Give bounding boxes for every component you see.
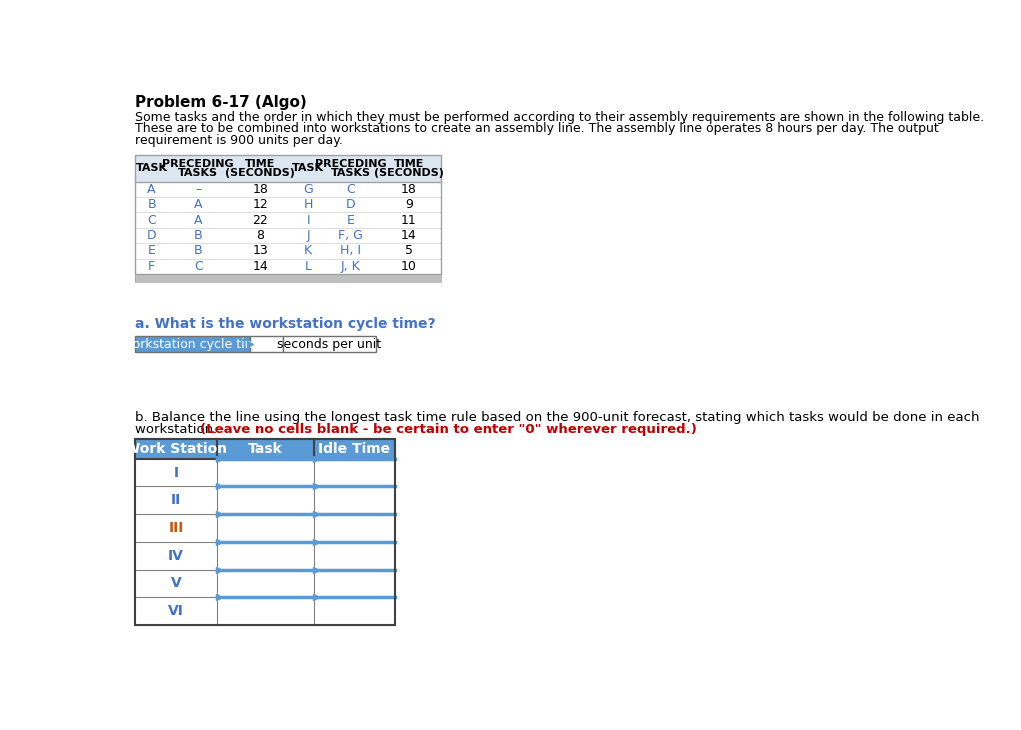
Text: D: D — [147, 229, 156, 242]
Text: K: K — [304, 245, 312, 258]
Text: (Leave no cells blank - be certain to enter "0" wherever required.): (Leave no cells blank - be certain to en… — [200, 423, 696, 437]
Text: Workstation cycle time: Workstation cycle time — [120, 337, 264, 350]
Text: Problem 6-17 (Algo): Problem 6-17 (Algo) — [136, 96, 307, 110]
Text: 5: 5 — [405, 245, 412, 258]
Text: I: I — [306, 214, 310, 226]
Text: B: B — [147, 198, 156, 211]
Text: J, K: J, K — [341, 260, 360, 273]
Text: requirement is 900 units per day.: requirement is 900 units per day. — [136, 134, 343, 147]
Bar — [136, 182, 441, 197]
Text: 18: 18 — [252, 182, 269, 196]
Bar — [136, 197, 441, 212]
Text: 9: 9 — [405, 198, 412, 211]
Bar — [136, 569, 395, 597]
Text: (SECONDS): (SECONDS) — [226, 168, 295, 178]
Bar — [136, 274, 441, 282]
Text: A: A — [194, 214, 202, 226]
Text: 13: 13 — [252, 245, 269, 258]
Text: 10: 10 — [401, 260, 417, 273]
Text: A: A — [147, 182, 156, 196]
Text: VI: VI — [168, 604, 184, 618]
Bar — [250, 336, 283, 353]
Bar — [136, 336, 250, 353]
Bar — [136, 274, 441, 282]
Bar — [136, 228, 441, 243]
Text: –: – — [195, 182, 201, 196]
Text: 8: 8 — [256, 229, 264, 242]
Text: J: J — [306, 229, 310, 242]
Text: II: II — [171, 493, 181, 507]
Text: IV: IV — [168, 549, 184, 563]
Text: C: C — [346, 182, 355, 196]
Bar — [136, 486, 395, 514]
Text: 22: 22 — [252, 214, 269, 226]
Text: V: V — [171, 577, 182, 591]
Bar — [136, 542, 395, 569]
Bar — [136, 243, 441, 258]
Text: TASKS: TASKS — [178, 168, 218, 178]
Bar — [136, 439, 395, 458]
Text: TASK: TASK — [292, 164, 325, 174]
Text: Task: Task — [248, 442, 283, 456]
Bar — [136, 597, 395, 625]
Text: a. What is the workstation cycle time?: a. What is the workstation cycle time? — [136, 317, 436, 331]
Text: B: B — [194, 245, 202, 258]
Text: PRECEDING: PRECEDING — [162, 159, 234, 169]
Text: F, G: F, G — [338, 229, 363, 242]
Text: L: L — [304, 260, 311, 273]
Text: A: A — [194, 198, 202, 211]
Bar — [136, 258, 441, 274]
Text: C: C — [147, 214, 156, 226]
Text: TASKS: TASKS — [331, 168, 371, 178]
Bar — [136, 155, 441, 274]
Text: H: H — [303, 198, 312, 211]
Bar — [136, 155, 441, 182]
Text: E: E — [347, 214, 354, 226]
Text: F: F — [148, 260, 155, 273]
Bar — [136, 439, 395, 625]
Bar — [136, 458, 395, 486]
Text: seconds per unit: seconds per unit — [277, 337, 381, 350]
Text: 14: 14 — [252, 260, 269, 273]
Text: workstation.: workstation. — [136, 423, 222, 437]
Text: PRECEDING: PRECEDING — [315, 159, 387, 169]
Text: 12: 12 — [252, 198, 269, 211]
Text: Idle Time: Idle Time — [319, 442, 390, 456]
Bar — [283, 336, 376, 353]
Text: These are to be combined into workstations to create an assembly line. The assem: These are to be combined into workstatio… — [136, 122, 939, 135]
Text: 14: 14 — [401, 229, 417, 242]
Text: 11: 11 — [401, 214, 417, 226]
Text: 18: 18 — [401, 182, 417, 196]
Text: G: G — [303, 182, 313, 196]
Text: H, I: H, I — [340, 245, 361, 258]
Text: TIME: TIME — [394, 159, 424, 169]
Bar — [136, 212, 441, 228]
Text: TASK: TASK — [136, 164, 167, 174]
Text: D: D — [346, 198, 355, 211]
Text: I: I — [174, 466, 179, 480]
Text: TIME: TIME — [245, 159, 276, 169]
Text: E: E — [148, 245, 155, 258]
Text: (SECONDS): (SECONDS) — [374, 168, 444, 178]
Text: III: III — [168, 521, 184, 535]
Text: b. Balance the line using the longest task time rule based on the 900-unit forec: b. Balance the line using the longest ta… — [136, 411, 980, 424]
Bar — [136, 514, 395, 542]
Text: Work Station: Work Station — [125, 442, 227, 456]
Text: Some tasks and the order in which they must be performed according to their asse: Some tasks and the order in which they m… — [136, 111, 984, 123]
Text: C: C — [194, 260, 202, 273]
Text: B: B — [194, 229, 202, 242]
